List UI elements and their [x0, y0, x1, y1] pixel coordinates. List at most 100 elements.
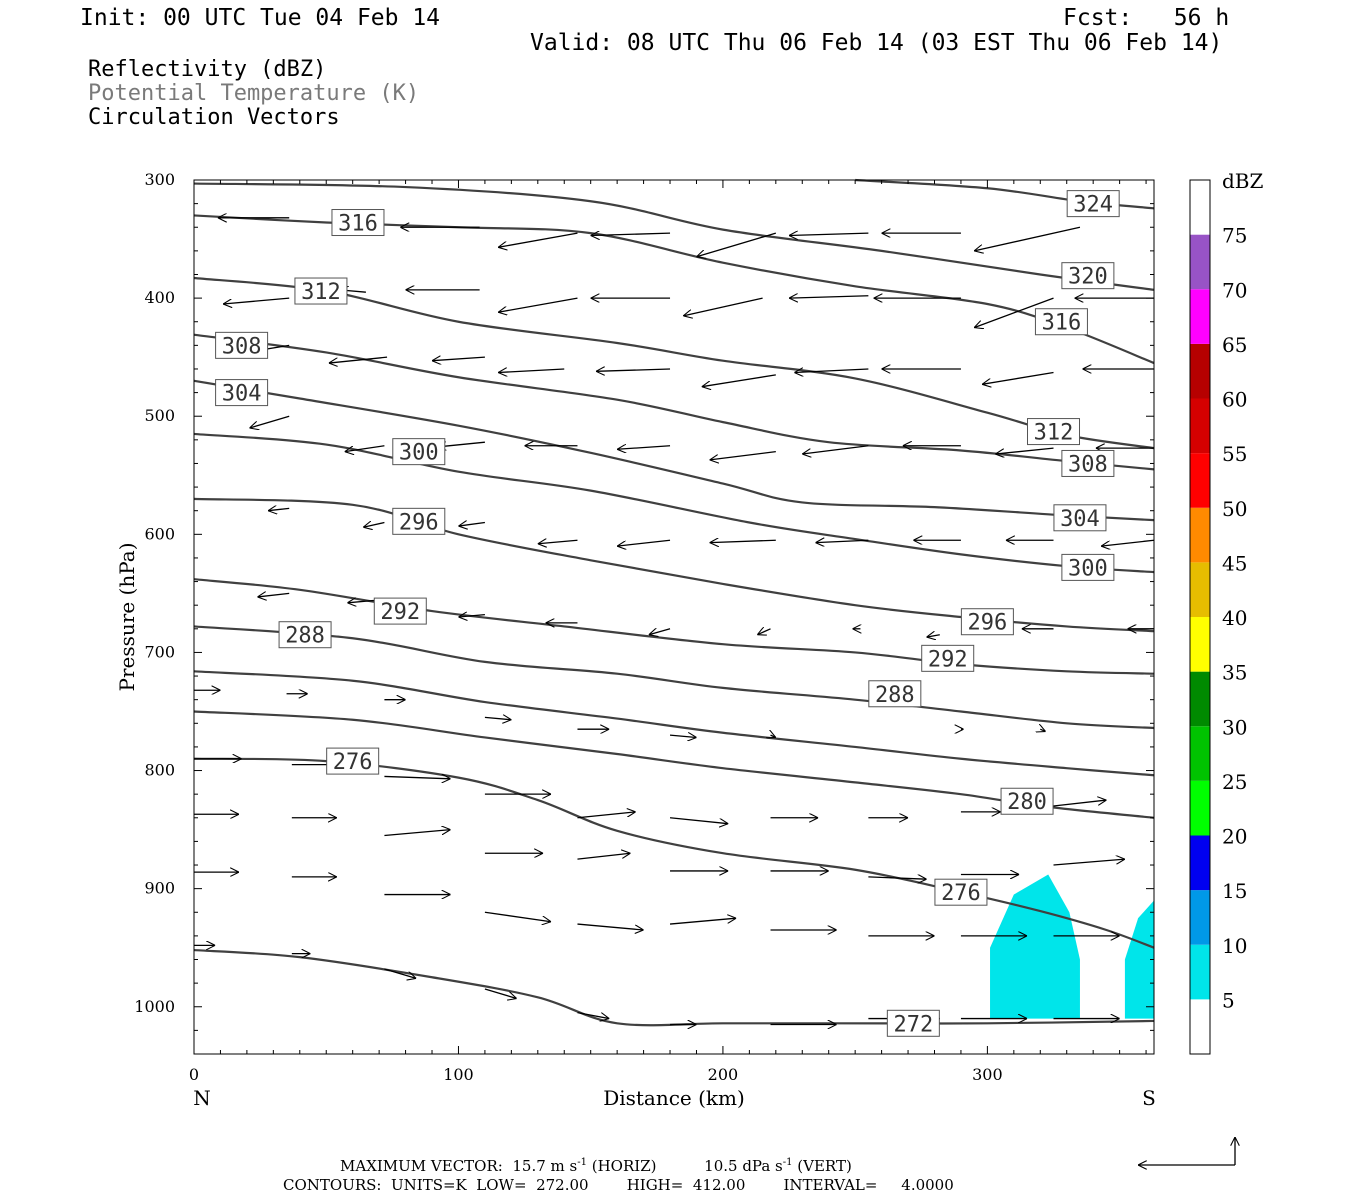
- contour-label-box: [392, 438, 446, 466]
- x-tick-label-0: 0: [189, 1065, 199, 1084]
- colorbar-label-50: 50: [1222, 497, 1247, 521]
- contour-label-304: 304: [1060, 507, 1100, 532]
- contour-272: [193, 948, 1155, 1027]
- contour-label-box: [934, 878, 988, 906]
- colorbar-label-30: 30: [1222, 715, 1247, 739]
- colorbar-swatch-8: [1190, 562, 1210, 617]
- vector-48: [1101, 539, 1155, 546]
- x-tick-label-200: 200: [708, 1065, 739, 1084]
- colorbar-swatch-14: [1190, 234, 1210, 290]
- colorbar-swatch-5: [1190, 726, 1210, 781]
- contour-276: [193, 757, 1155, 949]
- vector-22: [498, 369, 565, 373]
- contour-label-box: [215, 379, 269, 407]
- vector-35: [802, 445, 869, 454]
- y-tick-label-1000: 1000: [134, 997, 175, 1016]
- colorbar-swatch-4: [1190, 780, 1210, 836]
- vector-12: [498, 297, 578, 312]
- contour-label-box: [392, 507, 446, 535]
- colorbar-title: dBZ: [1222, 169, 1264, 193]
- vector-17: [974, 297, 1054, 328]
- max-vector-note: MAXIMUM VECTOR: 15.7 m s-1 (HORIZ) 10.5 …: [340, 1157, 852, 1175]
- vector-53: [649, 629, 671, 635]
- y-tick-label-500: 500: [144, 406, 175, 425]
- colorbar-swatch-6: [1190, 671, 1210, 727]
- vector-20: [329, 356, 388, 363]
- contour-label-box: [921, 644, 975, 672]
- vector-24: [702, 374, 776, 387]
- x-tick-label-300: 300: [972, 1065, 1003, 1084]
- colorbar-swatch-3: [1190, 835, 1210, 891]
- y-tick-label-300: 300: [144, 170, 175, 189]
- colorbar-label-20: 20: [1222, 825, 1247, 849]
- vector-87: [1053, 859, 1125, 866]
- forecast-hour: Fcst: 56 h: [1063, 5, 1230, 31]
- valid-time: Valid: 08 UTC Thu 06 Feb 14 (03 EST Thu …: [530, 30, 1223, 56]
- contour-label-296-b: 296: [399, 510, 439, 535]
- contour-label-288: 288: [875, 683, 915, 708]
- vector-62: [484, 717, 511, 719]
- vector-33: [617, 446, 671, 450]
- contour-label-box: [1000, 787, 1054, 815]
- y-axis-title: Pressure (hPa): [115, 543, 139, 692]
- field-vectors: Circulation Vectors: [88, 105, 340, 130]
- contour-label-box: [331, 209, 385, 237]
- vector-45: [815, 540, 869, 542]
- colorbar-swatch-11: [1190, 398, 1210, 454]
- vector-91: [484, 911, 551, 921]
- contour-label-box: [1034, 308, 1088, 336]
- colorbar-label-35: 35: [1222, 661, 1247, 685]
- vector-64: [669, 735, 696, 737]
- contour-label-box: [960, 608, 1014, 636]
- x-end-label-left: N: [193, 1086, 211, 1110]
- vector-51: [458, 615, 485, 617]
- vector-82: [577, 853, 630, 860]
- vector-4: [591, 233, 671, 235]
- contour-label-box: [215, 331, 269, 359]
- colorbar-swatch-13: [1190, 289, 1210, 344]
- colorbar-label-10: 10: [1222, 934, 1247, 958]
- vector-30: [345, 445, 385, 452]
- contour-label-292-b: 292: [380, 600, 420, 625]
- contour-label-276-b: 276: [941, 881, 981, 906]
- vector-67: [1040, 729, 1045, 731]
- contour-296: [193, 497, 1155, 633]
- vector-40: [363, 523, 385, 528]
- vector-100: [384, 968, 416, 978]
- contour-288: [193, 625, 1155, 730]
- reflectivity-region-1: [1124, 900, 1154, 1019]
- contour-label-box: [373, 597, 427, 625]
- vector-92: [577, 923, 643, 930]
- colorbar-label-75: 75: [1222, 224, 1247, 248]
- contour-label-box: [294, 277, 348, 305]
- vector-23: [596, 369, 671, 371]
- vector-6: [789, 233, 869, 235]
- vector-15: [789, 296, 869, 298]
- contours-note: CONTOURS: UNITS=K LOW= 272.00 HIGH= 412.…: [283, 1176, 954, 1194]
- contour-label-box: [1061, 553, 1115, 581]
- colorbar-label-60: 60: [1222, 388, 1247, 412]
- contour-label-box: [1061, 262, 1115, 290]
- vector-102: [577, 1012, 609, 1019]
- contour-label-312-b: 312: [301, 280, 341, 305]
- vector-65: [771, 735, 776, 737]
- colorbar-label-25: 25: [1222, 770, 1247, 794]
- vector-77: [1053, 800, 1107, 807]
- contour-300: [193, 432, 1155, 574]
- vector-73: [669, 817, 728, 824]
- contour-label-292: 292: [928, 647, 968, 672]
- contour-label-312: 312: [1034, 421, 1074, 446]
- colorbar-label-55: 55: [1222, 442, 1247, 466]
- contour-label-300: 300: [1068, 556, 1108, 581]
- vector-25: [794, 369, 869, 373]
- vector-42: [538, 540, 578, 544]
- vector-44: [710, 540, 776, 542]
- reflectivity-region-0: [990, 874, 1080, 1019]
- vector-8: [974, 226, 1081, 251]
- contour-308: [193, 333, 1155, 471]
- contour-label-272: 272: [893, 1012, 933, 1037]
- plot-frame: [193, 179, 1155, 1055]
- vector-93: [669, 918, 736, 925]
- vector-21: [432, 357, 485, 361]
- vector-5: [696, 232, 777, 257]
